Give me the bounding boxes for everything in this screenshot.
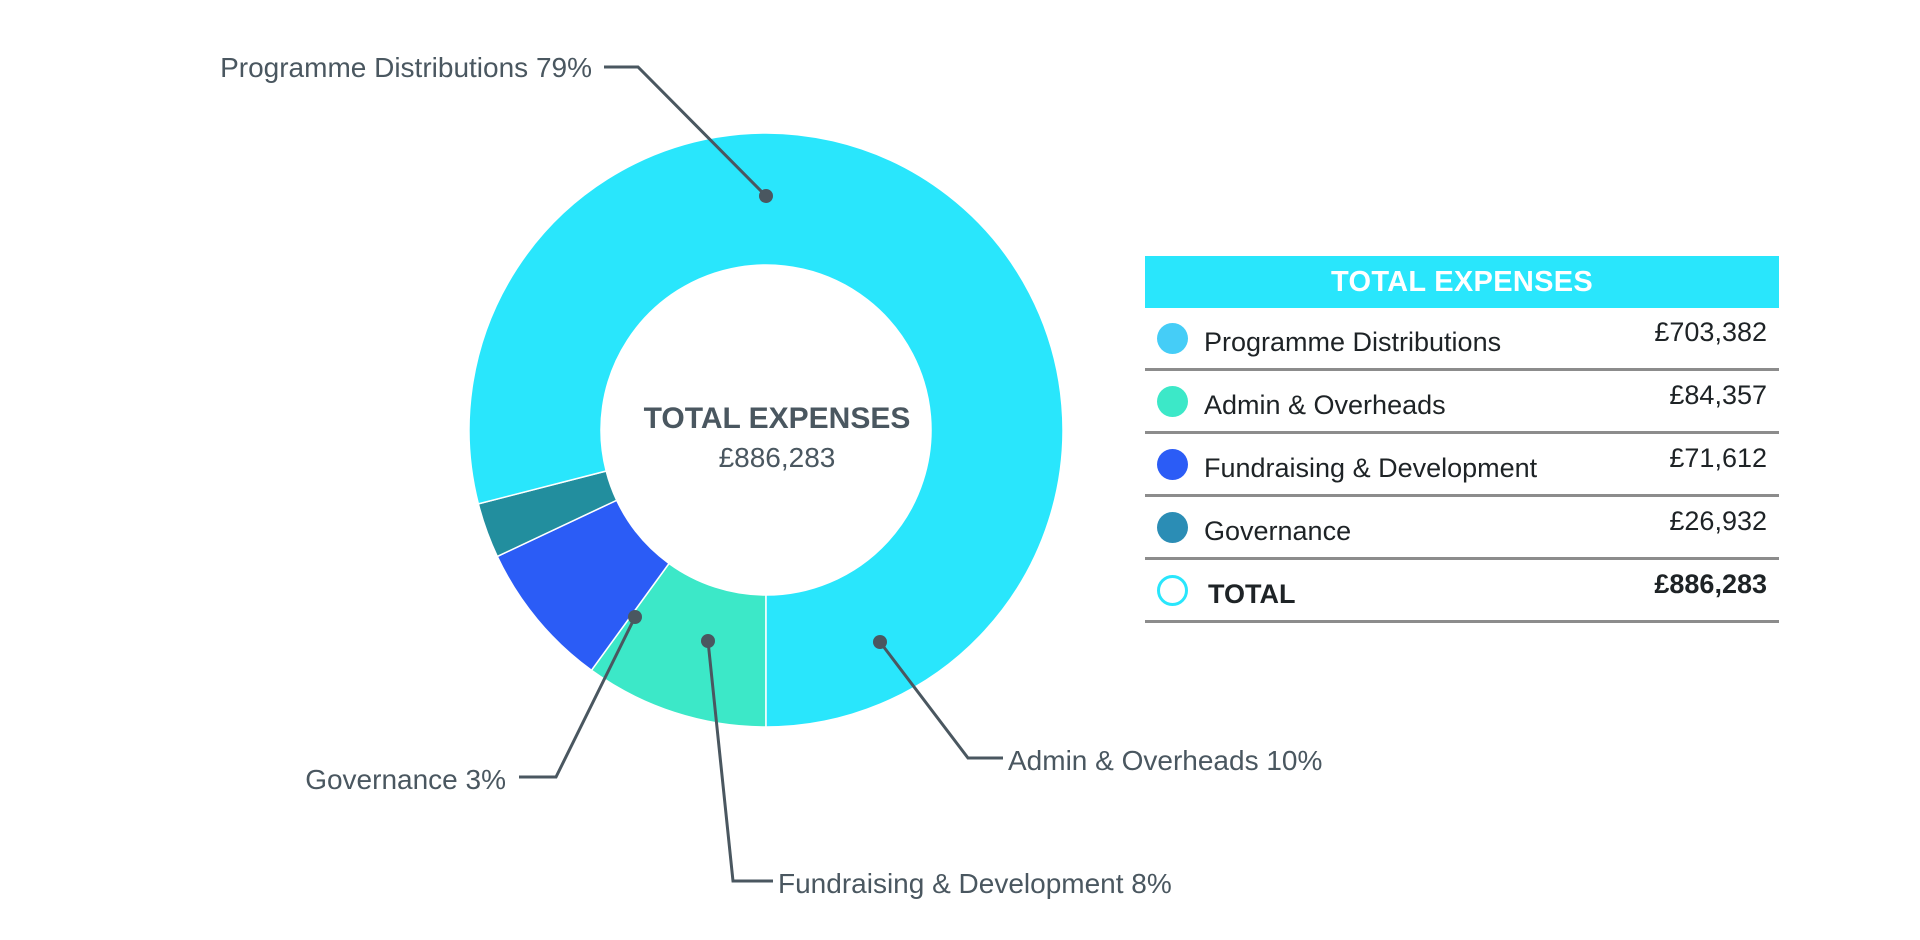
table-row: Programme Distributions £703,382 (1145, 308, 1779, 371)
row-label: Fundraising & Development (1204, 452, 1538, 483)
callout-dot-programme-distributions (759, 189, 773, 203)
total-label: TOTAL (1208, 578, 1296, 609)
table-row: Governance £26,932 (1145, 497, 1779, 560)
row-value: £71,612 (1669, 443, 1767, 473)
callout-dot-governance (628, 610, 642, 624)
callouts: Admin & Overheads 10% Fundraising & Devel… (220, 52, 1322, 899)
row-label: Programme Distributions (1204, 326, 1502, 357)
slice-label-programme-distributions: Programme Distributions 79% (220, 52, 592, 83)
center-total-value: £886,283 (719, 442, 836, 473)
row-value: £84,357 (1669, 380, 1767, 410)
row-value: £703,382 (1654, 317, 1767, 347)
legend-dot-governance (1157, 511, 1188, 543)
row-value: £26,932 (1669, 506, 1767, 536)
table-header: TOTAL EXPENSES (1145, 256, 1779, 308)
donut-slices (468, 132, 1064, 728)
slice-label-admin-overheads: Admin & Overheads 10% (1008, 745, 1322, 776)
callout-line-programme-distributions (604, 65, 768, 198)
total-value: £886,283 (1654, 569, 1767, 599)
legend-dot-programme-distributions (1157, 322, 1188, 354)
legend-dot-admin-overheads (1157, 385, 1188, 417)
callout-line-fundraising-development (706, 640, 773, 883)
row-label: Admin & Overheads (1204, 389, 1446, 420)
expenses-summary-table: TOTAL EXPENSES Programme Distributions £… (1145, 256, 1779, 623)
legend-ring-total (1157, 574, 1188, 606)
row-label: Governance (1204, 515, 1352, 546)
table-row: Fundraising & Development £71,612 (1145, 434, 1779, 497)
callout-line-admin-overheads (878, 641, 1003, 760)
legend-dot-fundraising-development (1157, 448, 1188, 480)
slice-label-governance: Governance 3% (305, 764, 506, 795)
table-total-row: TOTAL £886,283 (1145, 560, 1779, 623)
center-title: TOTAL EXPENSES (644, 402, 911, 435)
callout-line-governance (519, 616, 637, 779)
callout-dot-admin-overheads (873, 635, 887, 649)
slice-programme-distributions (468, 132, 1064, 728)
slice-label-fundraising-development: Fundraising & Development 8% (778, 868, 1172, 899)
callout-dot-fundraising-development (701, 634, 715, 648)
table-row: Admin & Overheads £84,357 (1145, 371, 1779, 434)
